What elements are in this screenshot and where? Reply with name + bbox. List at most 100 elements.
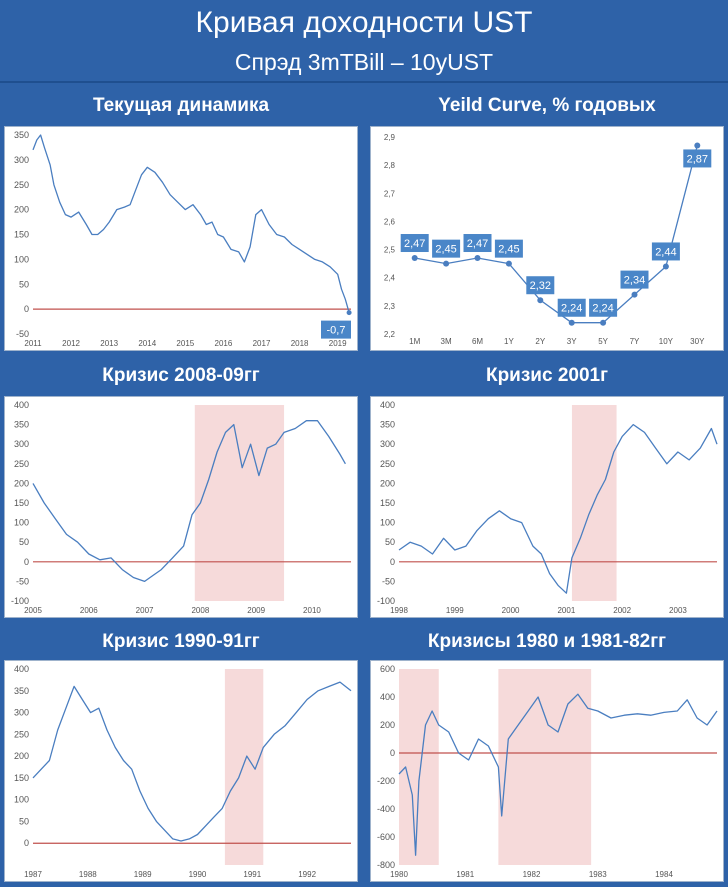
panel-title-current: Текущая динамика — [92, 95, 270, 116]
y-tick-label: -200 — [377, 776, 395, 786]
y-tick-label: 50 — [385, 537, 395, 547]
y-tick-label: 2,9 — [384, 133, 396, 142]
x-tick-label: 6M — [472, 337, 483, 346]
y-tick-label: 0 — [24, 838, 29, 848]
x-tick-label: 3M — [441, 337, 452, 346]
header: Кривая доходности UST Спрэд 3mTBill – 10… — [0, 0, 728, 82]
y-tick-label: 200 — [14, 751, 29, 761]
data-label: -0,7 — [327, 325, 346, 337]
y-tick-label: 2,3 — [384, 302, 396, 311]
data-label-box — [651, 242, 680, 261]
page-subtitle: Спрэд 3mTBill – 10yUST — [234, 49, 494, 75]
data-point — [568, 319, 575, 326]
data-label-box — [463, 234, 492, 253]
crisis-shade — [224, 669, 264, 865]
y-tick-label: 100 — [14, 518, 29, 528]
series-line — [398, 693, 718, 856]
data-label: 2,24 — [561, 303, 582, 315]
x-tick-label: 1991 — [243, 870, 261, 879]
y-tick-label: 400 — [380, 692, 395, 702]
y-tick-label: -400 — [377, 804, 395, 814]
chart-current-dynamics: 350 300 250 200 150 100 50 0 -50 2011 2012 2013 2014… — [4, 126, 358, 351]
data-point — [443, 260, 450, 267]
y-tick-label: 300 — [14, 439, 29, 449]
data-label: 2,45 — [498, 244, 519, 256]
series-line — [414, 145, 698, 324]
x-tick-label: 1980 — [390, 870, 408, 879]
x-tick-label: 1998 — [390, 606, 408, 615]
data-label: 2,47 — [467, 238, 488, 250]
y-tick-label: -600 — [377, 832, 395, 842]
x-tick-label: 10Y — [659, 337, 674, 346]
y-tick-label: 2,4 — [384, 274, 396, 283]
x-tick-label: 7Y — [630, 337, 640, 346]
y-tick-label: -50 — [382, 576, 395, 586]
data-label-box — [620, 270, 649, 289]
chart-crisis-1980: 600 400 200 0 -200 -400 -600 -800 1980 1981 1982 19… — [370, 660, 724, 882]
data-point — [694, 142, 701, 149]
crisis-shade — [498, 669, 592, 865]
x-tick-label: 1989 — [134, 870, 152, 879]
data-label: 2,87 — [687, 153, 708, 165]
y-tick-label: -50 — [16, 329, 29, 339]
y-tick-label: 600 — [380, 664, 395, 674]
chart-yield-curve: 2,9 2,8 2,7 2,6 2,5 2,4 2,3 2,2 1M 3M 6M 1Y 2Y 3Y 5Y 7Y… — [370, 126, 724, 351]
x-tick-label: 2015 — [176, 339, 194, 348]
y-tick-label: 350 — [14, 420, 29, 430]
data-label-box — [526, 276, 555, 295]
y-tick-label: 0 — [390, 557, 395, 567]
y-tick-label: -100 — [377, 596, 395, 606]
x-tick-label: 1M — [409, 337, 420, 346]
x-tick-label: 2014 — [138, 339, 156, 348]
y-tick-label: 0 — [24, 304, 29, 314]
y-tick-label: 400 — [380, 400, 395, 410]
data-label-box — [589, 298, 618, 317]
series-line — [32, 681, 352, 842]
crisis-shade — [194, 405, 285, 601]
data-label-box — [683, 149, 712, 168]
series-line — [32, 420, 346, 583]
panel-title-crisis-1980: Кризисы 1980 и 1981-82гг — [427, 631, 667, 652]
y-tick-label: 350 — [14, 686, 29, 696]
panel-title-yield-curve: Yeild Curve, % годовых — [438, 95, 656, 116]
y-tick-label: 400 — [14, 400, 29, 410]
x-tick-label: 2011 — [24, 339, 42, 348]
x-tick-label: 2005 — [24, 606, 42, 615]
x-tick-label: 1987 — [24, 870, 42, 879]
x-tick-label: 2Y — [535, 337, 545, 346]
x-tick-label: 2012 — [62, 339, 80, 348]
x-tick-label: 2002 — [613, 606, 631, 615]
chart-svg: 400 350 300 250 200 150 100 50 0 1987 1988 1989 1990… — [14, 664, 352, 879]
x-tick-label: 1988 — [79, 870, 97, 879]
chart-svg: 2,9 2,8 2,7 2,6 2,5 2,4 2,3 2,2 1M 3M 6M 1Y 2Y 3Y 5Y 7Y… — [384, 133, 712, 346]
x-tick-label: 30Y — [690, 337, 705, 346]
y-tick-label: 50 — [19, 537, 29, 547]
y-tick-label: 2,7 — [384, 189, 396, 198]
y-tick-label: 200 — [380, 720, 395, 730]
data-point — [411, 255, 418, 262]
x-tick-label: 3Y — [567, 337, 577, 346]
x-tick-label: 2018 — [291, 339, 309, 348]
y-tick-label: 100 — [380, 518, 395, 528]
data-label-box — [432, 239, 461, 258]
x-tick-label: 1981 — [456, 870, 474, 879]
x-tick-label: 1999 — [446, 606, 464, 615]
page-title: Кривая доходности UST — [195, 6, 533, 39]
series-line — [32, 134, 350, 313]
y-tick-label: 200 — [380, 478, 395, 488]
y-tick-label: 100 — [14, 254, 29, 264]
data-point — [537, 297, 544, 304]
y-tick-label: 200 — [14, 478, 29, 488]
x-tick-label: 1992 — [298, 870, 316, 879]
data-label-box — [557, 298, 586, 317]
y-tick-label: 400 — [14, 664, 29, 674]
y-tick-label: 350 — [14, 130, 29, 140]
data-point — [346, 310, 352, 316]
x-tick-label: 2010 — [303, 606, 321, 615]
panel-title-crisis-1990: Кризис 1990-91гг — [102, 631, 260, 652]
y-tick-label: 2,2 — [384, 330, 396, 339]
y-tick-label: 0 — [390, 748, 395, 758]
